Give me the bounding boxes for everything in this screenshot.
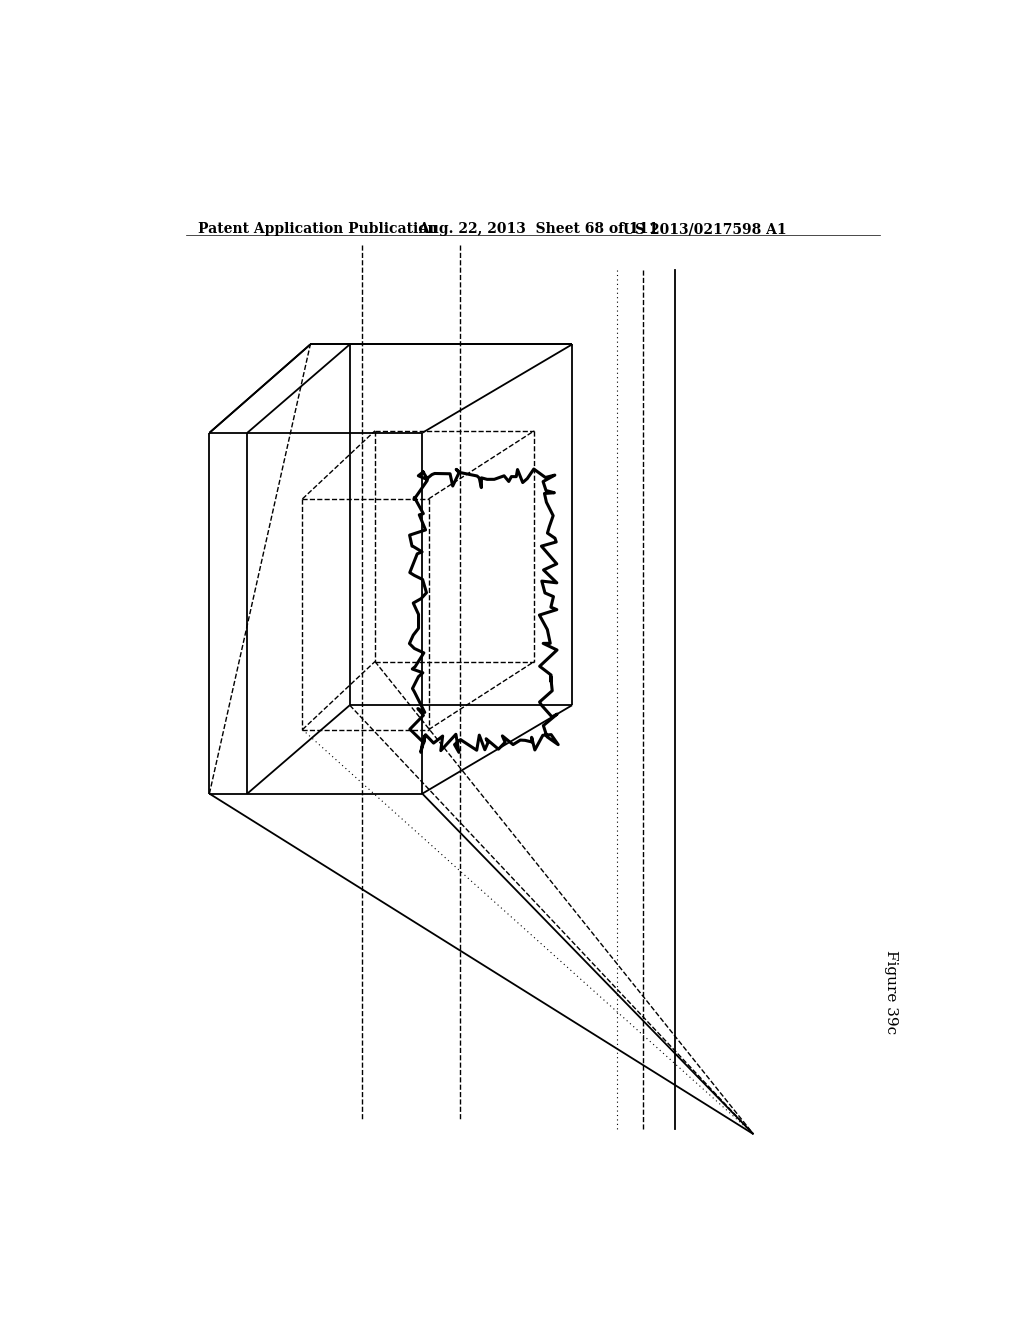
- Text: Figure 39c: Figure 39c: [885, 950, 898, 1034]
- Text: Aug. 22, 2013  Sheet 68 of 111: Aug. 22, 2013 Sheet 68 of 111: [419, 223, 658, 236]
- Text: US 2013/0217598 A1: US 2013/0217598 A1: [624, 223, 787, 236]
- Text: Patent Application Publication: Patent Application Publication: [198, 223, 437, 236]
